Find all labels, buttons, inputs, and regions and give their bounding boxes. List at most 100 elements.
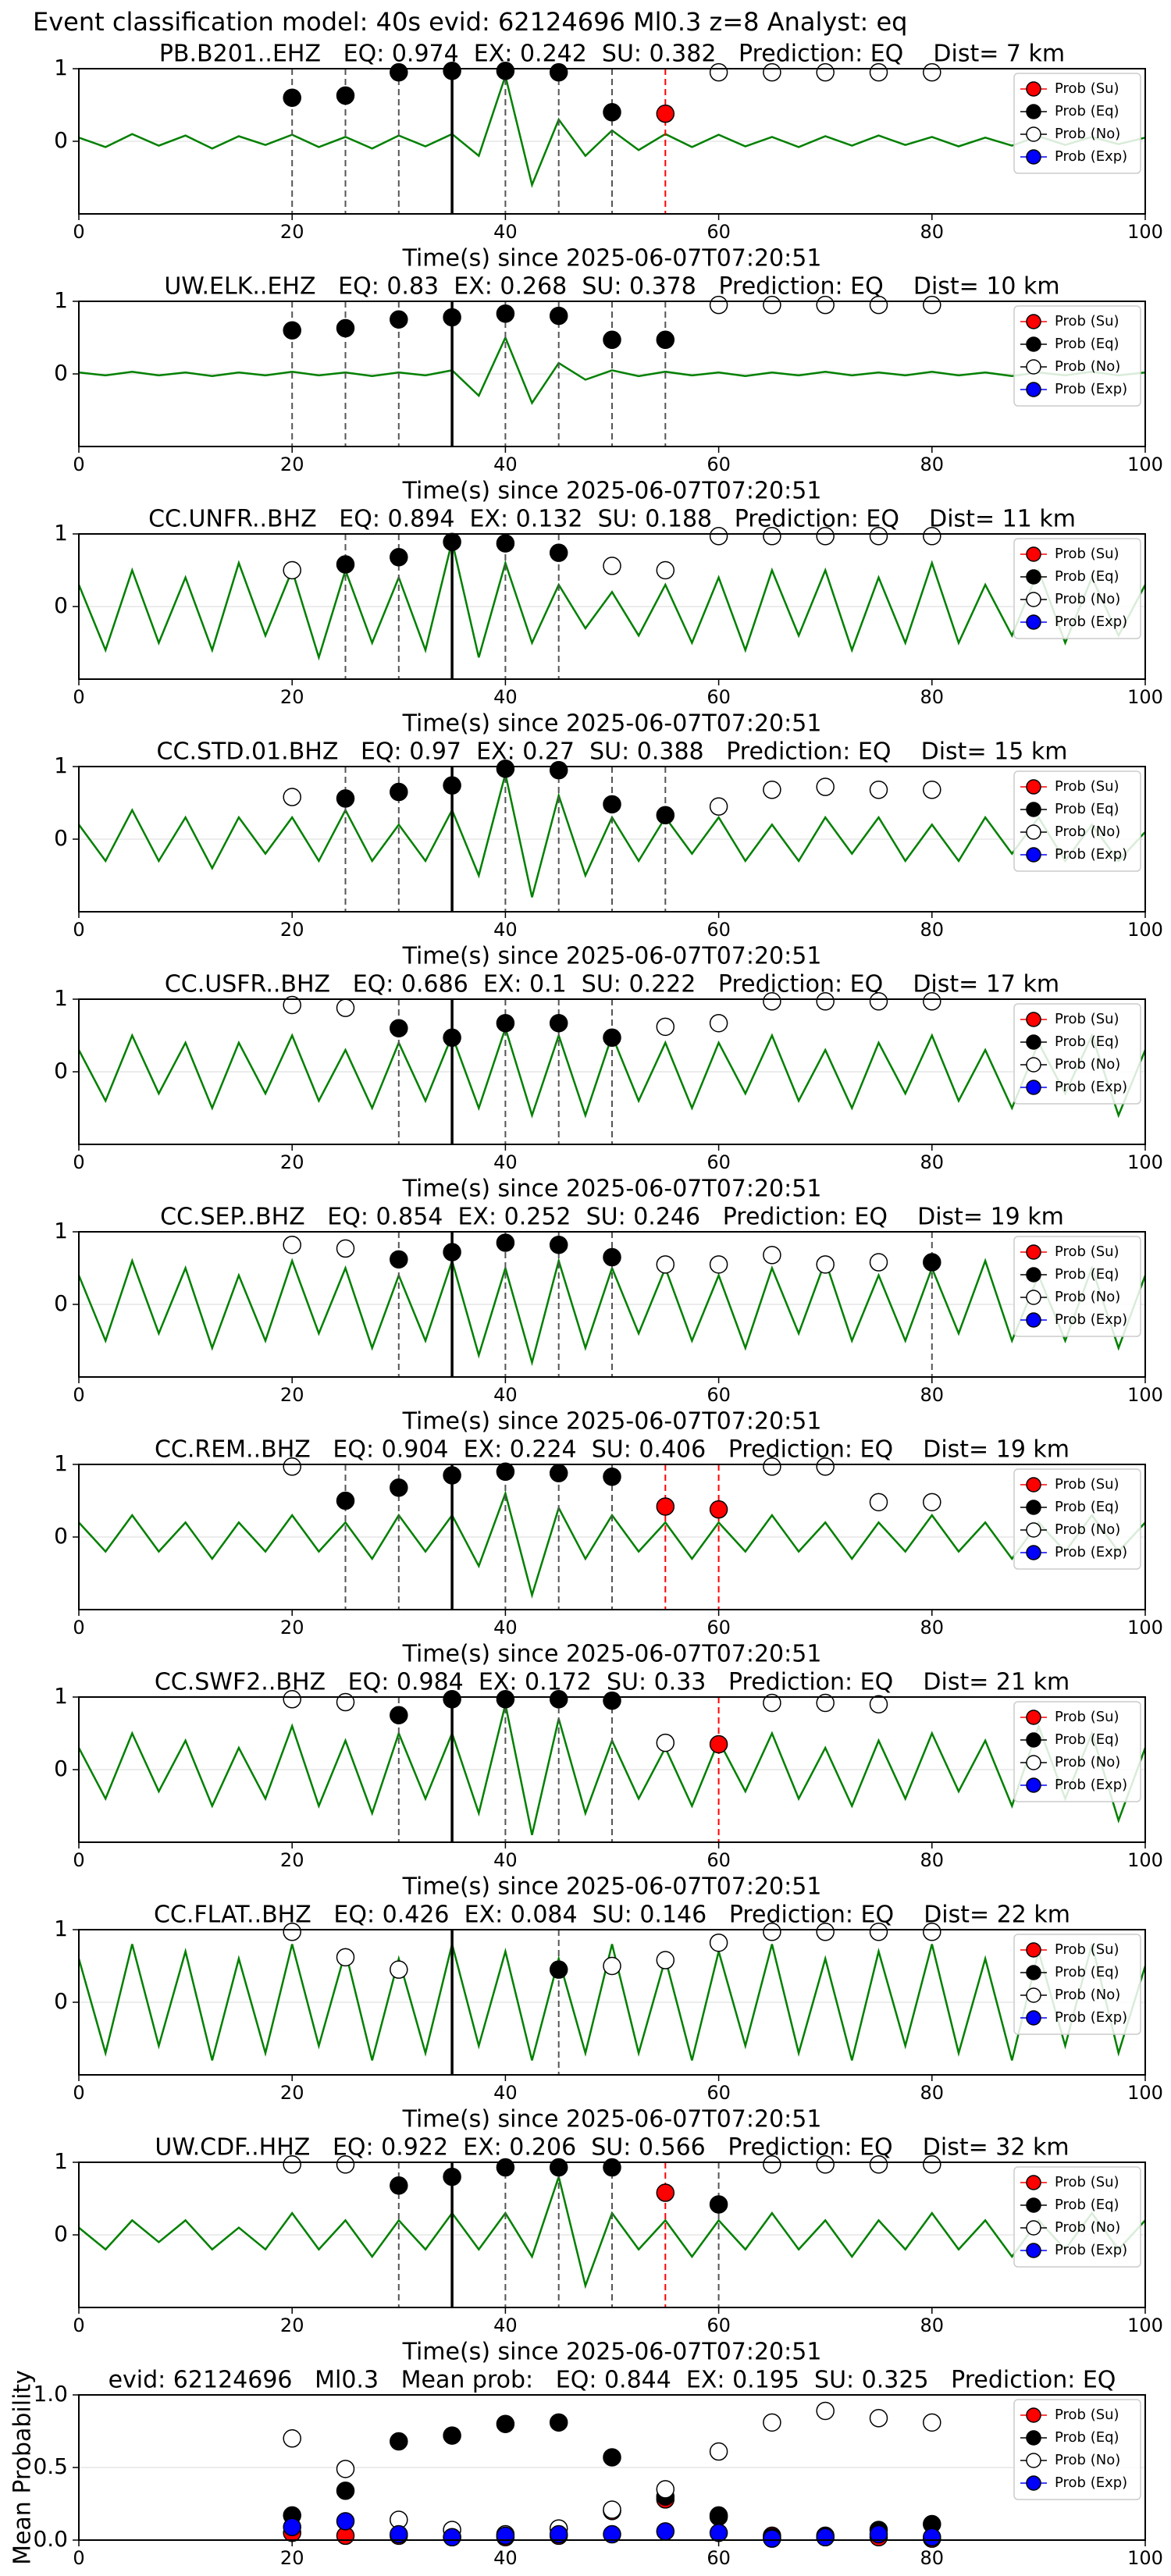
legend-label: Prob (No) bbox=[1055, 1521, 1120, 1538]
legend-label: Prob (No) bbox=[1055, 2219, 1120, 2236]
legend-marker bbox=[1026, 359, 1041, 375]
legend-label: Prob (Exp) bbox=[1055, 381, 1127, 397]
legend-marker bbox=[1026, 614, 1041, 630]
legend-marker bbox=[1026, 2407, 1041, 2423]
prob-marker bbox=[709, 2523, 728, 2542]
prob-marker bbox=[923, 781, 941, 799]
prob-marker bbox=[656, 806, 675, 825]
axes-frame bbox=[78, 533, 1146, 680]
prob-marker bbox=[603, 2448, 621, 2467]
y-tick-label: 0 bbox=[54, 127, 68, 153]
prob-marker bbox=[816, 527, 835, 546]
x-axis-label: Time(s) since 2025-06-07T07:20:51 bbox=[402, 2339, 822, 2366]
prob-marker bbox=[549, 543, 568, 562]
legend-marker bbox=[1026, 1244, 1041, 1260]
legend-label: Prob (Su) bbox=[1055, 313, 1119, 329]
axes-frame bbox=[78, 2161, 1146, 2308]
prob-marker bbox=[656, 2480, 675, 2499]
panel: UW.ELK..EHZ EQ: 0.83 EX: 0.268 SU: 0.378… bbox=[54, 273, 1163, 505]
axes-frame bbox=[78, 301, 1146, 447]
x-tick-label: 100 bbox=[1127, 686, 1163, 708]
prob-marker bbox=[816, 992, 835, 1011]
legend-marker bbox=[1026, 802, 1041, 817]
legend-label: Prob (No) bbox=[1055, 2452, 1120, 2468]
legend-label: Prob (No) bbox=[1055, 1289, 1120, 1305]
x-tick-label: 100 bbox=[1127, 221, 1163, 243]
prob-marker bbox=[816, 1457, 835, 1476]
prob-marker bbox=[443, 2426, 461, 2445]
legend-marker bbox=[1026, 1545, 1041, 1560]
legend-label: Prob (Eq) bbox=[1055, 336, 1119, 352]
x-tick-label: 20 bbox=[280, 1617, 304, 1638]
prob-marker bbox=[603, 795, 621, 814]
legend-label: Prob (No) bbox=[1055, 358, 1120, 375]
prob-marker bbox=[923, 62, 941, 82]
prob-marker bbox=[869, 1695, 888, 1714]
prob-marker bbox=[709, 1735, 728, 1754]
prob-marker bbox=[336, 998, 355, 1017]
legend-label: Prob (Su) bbox=[1055, 1244, 1119, 1260]
prob-marker bbox=[869, 295, 888, 315]
y-tick-label: 1 bbox=[54, 1916, 68, 1941]
prob-marker bbox=[656, 1497, 675, 1516]
prob-marker bbox=[390, 62, 408, 82]
legend-box bbox=[1013, 538, 1141, 639]
prob-marker bbox=[336, 789, 355, 808]
prob-marker bbox=[656, 104, 675, 123]
prob-marker bbox=[283, 1235, 301, 1254]
prob-marker bbox=[923, 2413, 941, 2432]
x-tick-label: 40 bbox=[493, 2547, 518, 2569]
prob-marker bbox=[549, 2524, 568, 2544]
x-tick-label: 40 bbox=[493, 919, 518, 941]
panel: PB.B201..EHZ EQ: 0.974 EX: 0.242 SU: 0.3… bbox=[54, 41, 1163, 272]
prob-marker bbox=[923, 1253, 941, 1272]
prob-marker bbox=[390, 1478, 408, 1497]
legend-marker bbox=[1026, 1080, 1041, 1095]
prob-marker bbox=[443, 1028, 461, 1048]
panel-title: CC.SWF2..BHZ EQ: 0.984 EX: 0.172 SU: 0.3… bbox=[155, 1669, 1070, 1696]
legend-label: Prob (Su) bbox=[1055, 1476, 1119, 1493]
legend-marker bbox=[1026, 1057, 1041, 1073]
prob-marker bbox=[763, 2529, 781, 2548]
legend-label: Prob (Exp) bbox=[1055, 148, 1127, 165]
panel: CC.SWF2..BHZ EQ: 0.984 EX: 0.172 SU: 0.3… bbox=[54, 1669, 1163, 1901]
prob-marker bbox=[549, 306, 568, 326]
y-tick-label: 1 bbox=[54, 287, 68, 313]
x-tick-label: 40 bbox=[493, 2082, 518, 2104]
legend-label: Prob (Su) bbox=[1055, 778, 1119, 795]
legend-label: Prob (Eq) bbox=[1055, 2197, 1119, 2213]
prob-marker bbox=[869, 1493, 888, 1512]
prob-marker bbox=[603, 1247, 621, 1267]
legend-marker bbox=[1026, 569, 1041, 585]
prob-marker bbox=[869, 2409, 888, 2428]
x-tick-label: 100 bbox=[1127, 1384, 1163, 1406]
y-tick-label: 1 bbox=[54, 55, 68, 80]
prob-marker bbox=[923, 1923, 941, 1941]
legend-label: Prob (Eq) bbox=[1055, 1964, 1119, 1980]
prob-marker bbox=[603, 330, 621, 350]
prob-marker bbox=[443, 532, 461, 551]
prob-marker bbox=[336, 1491, 355, 1510]
panel-title: UW.CDF..HHZ EQ: 0.922 EX: 0.206 SU: 0.56… bbox=[155, 2134, 1069, 2161]
prob-marker bbox=[709, 527, 728, 546]
panel-title: CC.USFR..BHZ EQ: 0.686 EX: 0.1 SU: 0.222… bbox=[165, 971, 1059, 998]
prob-marker bbox=[709, 1500, 728, 1519]
x-tick-label: 60 bbox=[707, 1617, 731, 1638]
prob-marker bbox=[656, 2522, 675, 2541]
x-tick-label: 40 bbox=[493, 686, 518, 708]
legend-marker bbox=[1026, 2475, 1041, 2491]
axes-frame bbox=[78, 1696, 1146, 1843]
prob-marker bbox=[763, 1693, 781, 1713]
panel-title: CC.REM..BHZ EQ: 0.904 EX: 0.224 SU: 0.40… bbox=[155, 1436, 1070, 1464]
panel: evid: 62124696 Ml0.3 Mean prob: EQ: 0.84… bbox=[9, 2367, 1163, 2570]
legend-marker bbox=[1026, 847, 1041, 863]
legend-marker bbox=[1026, 2010, 1041, 2026]
panel: CC.REM..BHZ EQ: 0.904 EX: 0.224 SU: 0.40… bbox=[54, 1436, 1163, 1668]
x-tick-label: 20 bbox=[280, 919, 304, 941]
prob-marker bbox=[816, 777, 835, 796]
prob-marker bbox=[709, 1013, 728, 1033]
legend-box bbox=[1013, 770, 1141, 872]
legend-label: Prob (Eq) bbox=[1055, 1499, 1119, 1515]
prob-marker bbox=[869, 2155, 888, 2174]
prob-marker bbox=[283, 1457, 301, 1476]
